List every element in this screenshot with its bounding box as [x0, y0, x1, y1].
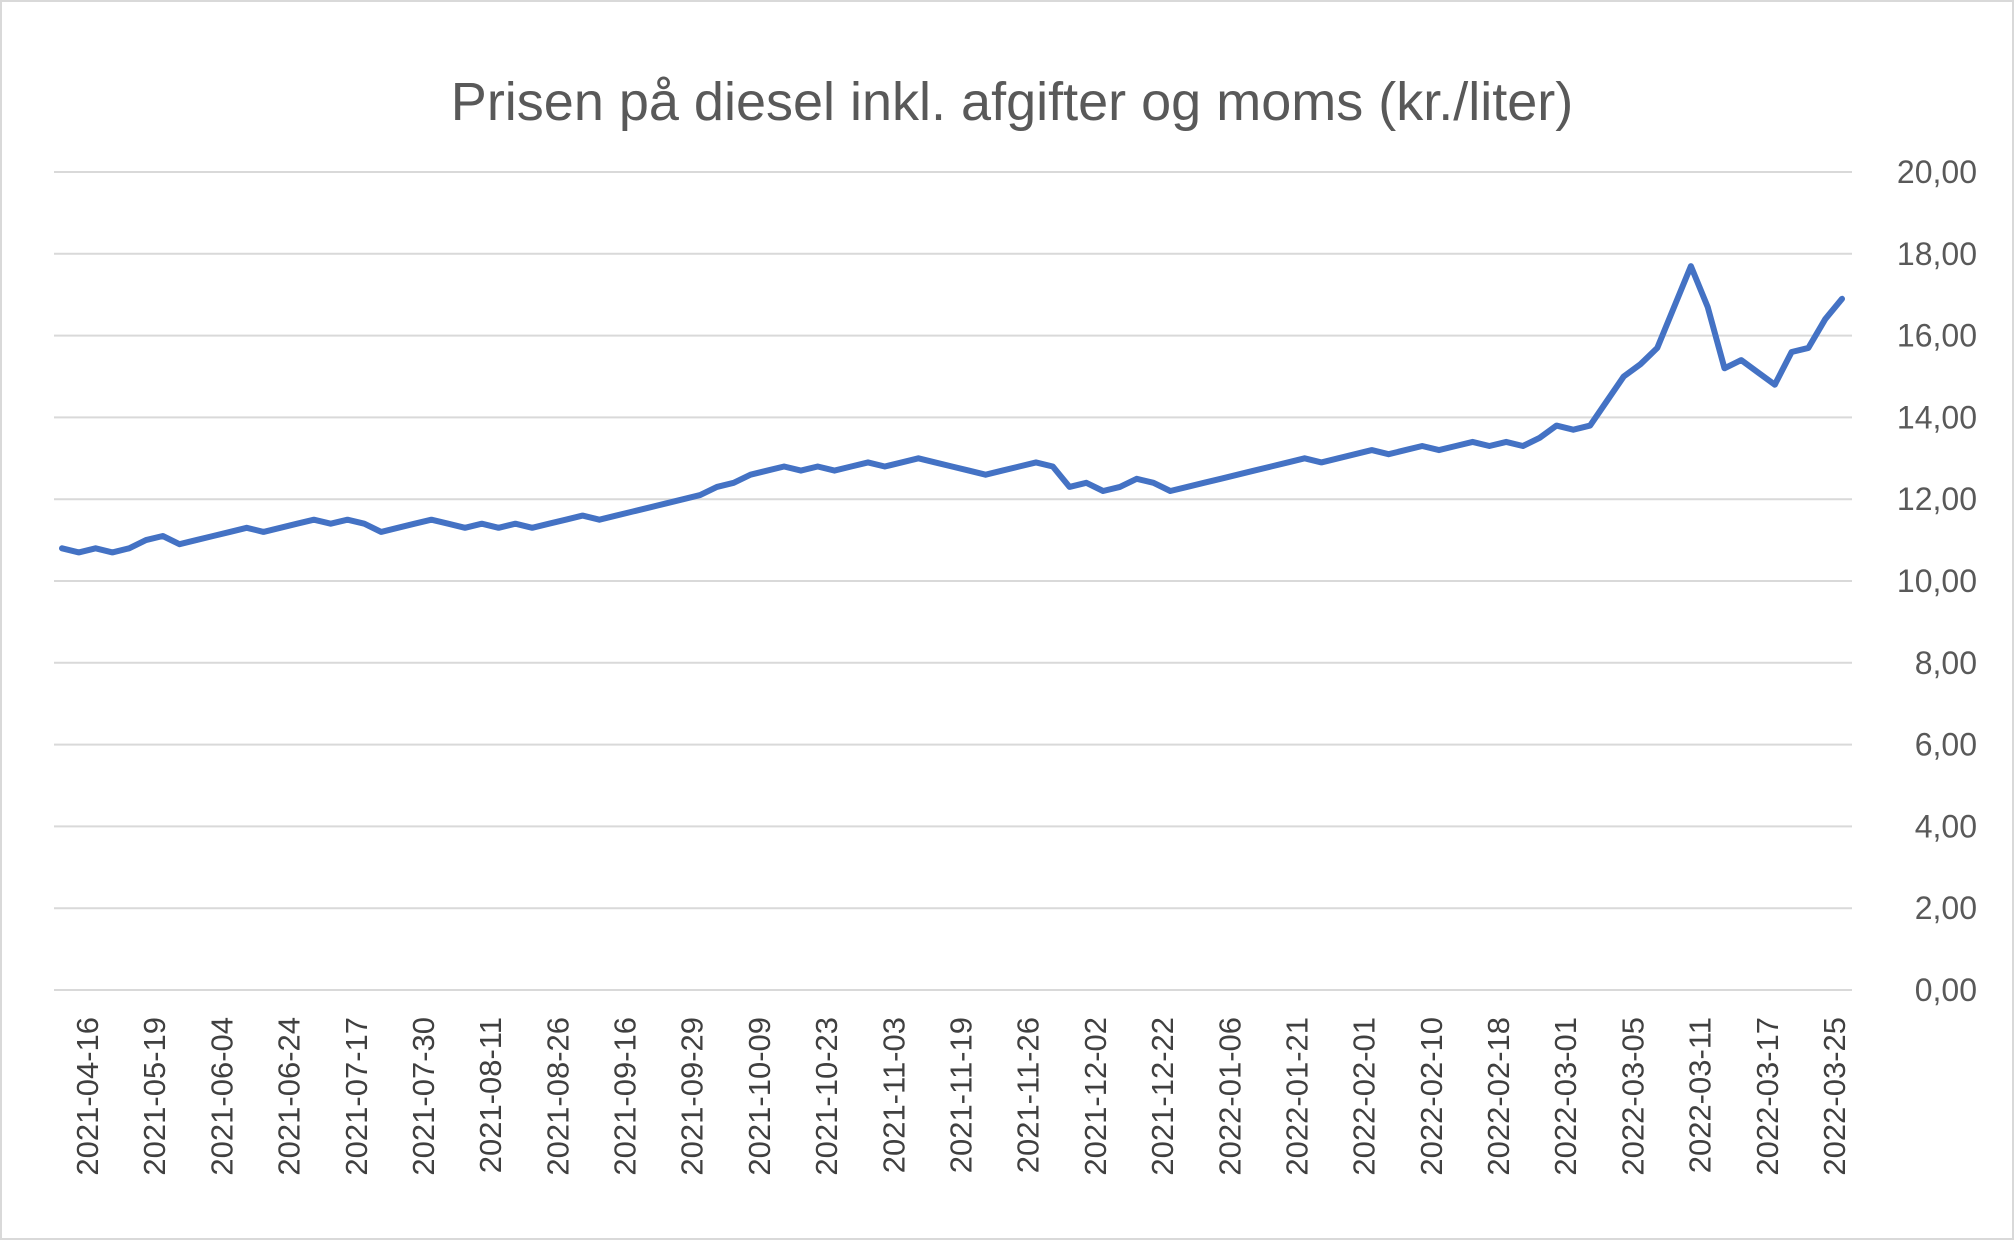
x-tick-label: 2022-03-17	[1750, 1017, 1785, 1176]
x-tick-label: 2022-03-11	[1683, 1017, 1718, 1173]
x-tick-label: 2022-01-21	[1279, 1017, 1314, 1176]
x-tick-label: 2021-10-09	[742, 1017, 777, 1176]
chart-title: Prisen på diesel inkl. afgifter og moms …	[451, 72, 1573, 132]
x-tick-label: 2021-10-23	[809, 1017, 844, 1176]
y-tick-label: 16,00	[1897, 318, 1977, 354]
x-tick-label: 2022-02-01	[1347, 1017, 1382, 1176]
series-layer	[59, 263, 1845, 556]
x-tick-label: 2021-04-16	[70, 1017, 105, 1176]
x-tick-label: 2022-01-06	[1212, 1017, 1247, 1176]
y-tick-label: 0,00	[1915, 972, 1977, 1008]
y-tick-label: 2,00	[1915, 890, 1977, 926]
x-tick-label: 2021-09-16	[608, 1017, 643, 1176]
x-tick-label: 2021-07-30	[406, 1017, 441, 1176]
x-tick-label: 2021-12-02	[1078, 1017, 1113, 1176]
y-tick-label: 6,00	[1915, 727, 1977, 763]
x-tick-label: 2021-06-04	[204, 1017, 239, 1176]
x-tick-label: 2021-11-03	[876, 1017, 911, 1173]
x-tick-label: 2021-05-19	[137, 1017, 172, 1176]
x-tick-label: 2021-09-29	[675, 1017, 710, 1176]
x-axis-ticks: 2021-04-16 2021-05-19 2021-06-04 2021-06-24…	[70, 1017, 1852, 1176]
y-tick-label: 12,00	[1897, 481, 1977, 517]
y-tick-label: 20,00	[1897, 154, 1977, 190]
x-tick-label: 2021-06-24	[272, 1017, 307, 1176]
x-tick-label: 2021-12-22	[1145, 1017, 1180, 1176]
series-line-diesel-price	[59, 263, 1845, 556]
y-tick-label: 10,00	[1897, 563, 1977, 599]
x-tick-label: 2021-11-19	[944, 1017, 979, 1173]
x-tick-label: 2022-03-25	[1817, 1017, 1852, 1176]
x-tick-label: 2022-03-01	[1548, 1017, 1583, 1176]
x-tick-label: 2021-07-17	[339, 1017, 374, 1176]
x-tick-label: 2022-02-10	[1414, 1017, 1449, 1176]
y-tick-label: 14,00	[1897, 399, 1977, 435]
y-tick-label: 18,00	[1897, 236, 1977, 272]
x-tick-label: 2021-08-26	[540, 1017, 575, 1176]
x-tick-label: 2021-08-11	[473, 1017, 508, 1173]
y-axis-ticks: 0,00 2,00 4,00 6,00 8,00 10,00 12,00 14,00 16,00…	[1897, 154, 1977, 1008]
x-tick-label: 2022-02-18	[1481, 1017, 1516, 1176]
y-tick-label: 4,00	[1915, 808, 1977, 844]
y-tick-label: 8,00	[1915, 645, 1977, 681]
x-tick-label: 2021-11-26	[1011, 1017, 1046, 1173]
x-tick-label: 2022-03-05	[1615, 1017, 1650, 1176]
gridlines	[54, 171, 1852, 991]
